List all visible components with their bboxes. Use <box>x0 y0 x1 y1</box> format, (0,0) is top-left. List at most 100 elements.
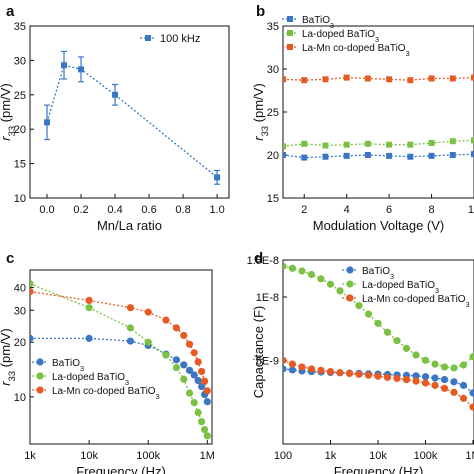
data-point <box>197 418 206 426</box>
y-tick-label: 10 <box>14 193 26 205</box>
data-point <box>450 388 458 396</box>
data-point <box>283 365 287 373</box>
data-point <box>431 374 439 382</box>
data-point <box>180 375 188 383</box>
series-group <box>283 74 474 161</box>
data-point <box>322 142 329 149</box>
data-point <box>185 340 194 348</box>
y-tick-label: 5E-9 <box>256 355 279 367</box>
y-tick-label: 35 <box>14 21 26 33</box>
y-tick-label: 30 <box>14 305 26 317</box>
data-point <box>180 361 188 369</box>
data-point <box>471 137 474 144</box>
data-point <box>459 361 468 369</box>
legend-label: La-Mn co-doped BaTiO3 <box>362 294 470 309</box>
data-point <box>440 363 449 371</box>
x-tick-label: 0.8 <box>175 204 190 216</box>
data-point <box>112 91 119 98</box>
legend-label: BaTiO3 <box>362 266 394 281</box>
data-point <box>402 375 411 384</box>
chart-panel-b: b 2 4 6 8 10 15 20 25 30 35 Modulation Voltage (V) r… <box>251 3 474 233</box>
series-line <box>283 76 474 81</box>
data-point <box>172 363 181 372</box>
data-point <box>469 403 474 411</box>
x-tick-label: 1k <box>325 450 337 462</box>
data-point <box>428 152 435 159</box>
data-point <box>402 344 411 352</box>
data-point <box>30 280 34 288</box>
legend: 100 kHz <box>140 33 200 45</box>
data-point <box>393 374 401 383</box>
data-point <box>449 138 456 145</box>
x-tick-label: 4 <box>344 204 350 216</box>
data-point <box>364 140 371 147</box>
data-point <box>322 76 329 83</box>
data-point <box>126 304 135 312</box>
data-point <box>322 153 329 160</box>
data-point <box>194 358 202 366</box>
data-point <box>412 372 420 380</box>
data-point <box>374 372 382 380</box>
data-point <box>185 389 194 397</box>
y-tick-label: 30 <box>267 64 279 76</box>
data-point <box>85 296 93 305</box>
x-tick-label: 2 <box>301 204 307 216</box>
data-point <box>190 349 198 357</box>
data-point <box>343 74 350 81</box>
legend-marker <box>346 294 354 302</box>
panel-label: a <box>6 3 15 20</box>
series-line <box>283 153 474 159</box>
y-tick-label: 10 <box>14 392 26 404</box>
series-line <box>46 64 218 178</box>
series-group <box>283 262 474 411</box>
data-point <box>459 381 468 389</box>
legend-label: La-Mn co-doped BaTiO3 <box>52 386 160 401</box>
data-point <box>421 356 430 364</box>
data-point <box>343 152 350 159</box>
data-point <box>450 364 458 372</box>
x-axis-label: Modulation Voltage (V) <box>313 218 445 233</box>
x-tick-label: 10k <box>369 450 387 462</box>
data-point <box>301 77 308 84</box>
data-point <box>317 275 325 283</box>
data-point <box>180 331 188 340</box>
x-axis-label: Frequency (Hz) <box>334 464 424 474</box>
data-point <box>301 154 308 161</box>
legend-marker <box>346 280 354 288</box>
x-tick-label: 1M <box>200 450 215 462</box>
x-tick-label: 0.6 <box>141 204 156 216</box>
data-point <box>386 141 393 148</box>
data-point <box>307 365 316 373</box>
data-point <box>201 377 209 385</box>
data-point <box>449 152 456 158</box>
data-point <box>30 288 34 296</box>
data-point <box>203 432 211 440</box>
x-tick-label: 10k <box>80 450 98 462</box>
data-point <box>172 356 181 364</box>
x-tick-label: 8 <box>428 204 434 216</box>
data-point <box>126 324 135 332</box>
data-point <box>326 367 335 376</box>
data-point <box>185 366 194 374</box>
y-axis-label: r33 (pm/V) <box>0 83 17 140</box>
data-point <box>412 351 420 359</box>
y-tick-label: 30 <box>14 55 26 67</box>
data-point <box>393 337 401 345</box>
panel-label: c <box>6 250 14 267</box>
legend-label: La-doped BaTiO3 <box>302 29 379 44</box>
data-point <box>288 360 297 368</box>
data-point <box>162 351 170 359</box>
legend-marker <box>287 30 293 36</box>
data-point <box>214 174 221 181</box>
data-point <box>345 369 354 378</box>
y-tick-label: 25 <box>267 107 279 119</box>
legend-marker <box>287 16 293 22</box>
x-tick-label: 0.4 <box>107 204 122 216</box>
y-tick-label: 15 <box>267 193 279 205</box>
data-point <box>428 139 435 146</box>
data-point <box>421 379 430 387</box>
data-point <box>469 353 474 361</box>
